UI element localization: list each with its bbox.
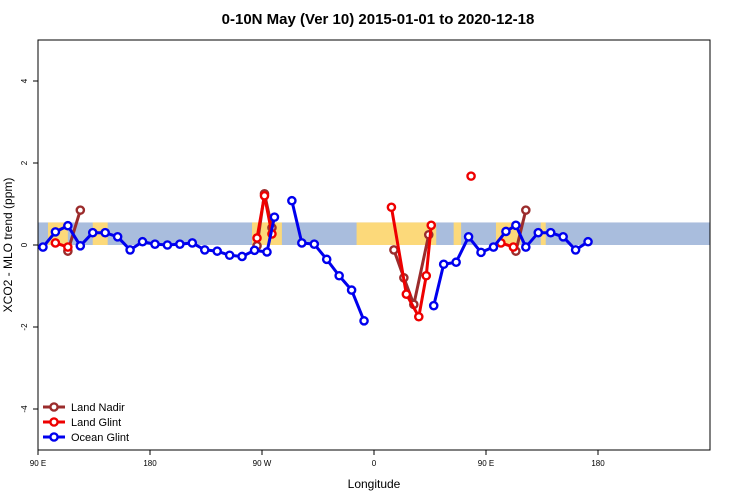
land-glint-point (466, 171, 476, 181)
land-glint-point (386, 202, 397, 213)
land-nadir-line-3 (514, 209, 528, 252)
ocean-glint-point (346, 285, 357, 295)
legend-label-land-glint: Land Glint (71, 417, 121, 429)
legend-marker-land-nadir (49, 402, 59, 412)
ticks-layer: 90 E 180 90 W 0 90 E 180 -4 -2 0 2 4 (20, 78, 605, 468)
ocean-glint-point (269, 212, 280, 222)
ocean-glint-point (224, 250, 235, 261)
ocean-glint-point (570, 245, 581, 255)
land-glint-point (252, 233, 262, 243)
legend-marker-land-glint (49, 417, 59, 427)
ocean-glint-point (175, 239, 185, 249)
y-tick-label-4: 4 (20, 78, 29, 83)
ocean-glint-point (558, 231, 568, 242)
ocean-glint-point (488, 242, 499, 252)
y-tick-label-1: -2 (20, 323, 29, 331)
land-glint-point (421, 270, 432, 281)
x-tick-label-0: 90 E (30, 459, 46, 468)
ocean-glint-point (521, 242, 531, 252)
ocean-glint-point (262, 247, 272, 257)
x-tick-label-5: 180 (591, 459, 605, 468)
ocean-glint-point (38, 242, 48, 252)
ocean-glint-point (212, 246, 222, 256)
legend-label-land-nadir: Land Nadir (71, 402, 125, 414)
land-band-4 (453, 222, 462, 245)
ocean-glint-point (583, 236, 593, 247)
y-tick-label-3: 2 (20, 160, 29, 165)
y-tick-label-2: 0 (20, 242, 29, 247)
land-glint-point (63, 242, 73, 252)
ocean-glint-point (451, 257, 461, 268)
ocean-glint-point (150, 239, 160, 249)
land-nadir-point (389, 245, 399, 255)
ocean-glint-point (162, 240, 173, 250)
ocean-glint-point (359, 316, 369, 326)
land-glint-point (401, 289, 412, 300)
ocean-glint-point (501, 226, 511, 237)
chart-title: 0-10N May (Ver 10) 2015-01-01 to 2020-12… (222, 11, 535, 28)
ocean-glint-point (511, 220, 521, 231)
ocean-glint-point (463, 231, 474, 242)
x-tick-label-4: 90 E (478, 459, 494, 468)
land-glint-point (426, 220, 437, 231)
ocean-glint-point (125, 245, 135, 255)
ocean-glint-point (187, 238, 198, 248)
ocean-glint-point (63, 220, 73, 231)
x-tick-label-2: 90 W (253, 459, 272, 468)
ocean-glint-point (100, 227, 110, 238)
legend-label-ocean-glint: Ocean Glint (71, 432, 129, 444)
x-tick-label-1: 180 (143, 459, 157, 468)
land-glint-point (259, 190, 270, 201)
ocean-glint-point (297, 238, 307, 248)
land-nadir-point (75, 205, 86, 215)
ocean-glint-point (334, 270, 344, 281)
x-tick-label-3: 0 (372, 459, 377, 468)
ocean-glint-point (137, 236, 148, 247)
ocean-glint-point (321, 254, 332, 265)
ocean-glint-point (87, 227, 98, 238)
ocean-glint-point (75, 241, 86, 251)
land-glint-point (508, 242, 519, 252)
ocean-glint-point (249, 245, 260, 256)
land-glint-point (50, 238, 61, 248)
series-layer (38, 171, 593, 326)
ocean-glint-point (237, 251, 247, 262)
land-nadir-point (521, 205, 531, 215)
ocean-glint-point (309, 239, 320, 249)
ocean-glint-point (428, 300, 439, 311)
ocean-glint-point (287, 195, 297, 206)
legend: Land Nadir Land Glint Ocean Glint (43, 402, 129, 444)
ocean-glint-point (50, 227, 61, 237)
ocean-glint-point (199, 245, 210, 255)
y-tick-label-0: -4 (20, 405, 29, 413)
ocean-glint-point (545, 227, 556, 238)
y-axis-label: XCO2 - MLO trend (ppm) (1, 178, 15, 313)
ocean-glint-point (112, 231, 123, 242)
ocean-glint-point (476, 247, 486, 258)
x-axis-label: Longitude (348, 477, 401, 491)
ocean-glint-point (438, 259, 449, 270)
legend-marker-ocean-glint (49, 432, 59, 442)
land-glint-point (413, 311, 424, 322)
ocean-glint-point (533, 227, 544, 238)
